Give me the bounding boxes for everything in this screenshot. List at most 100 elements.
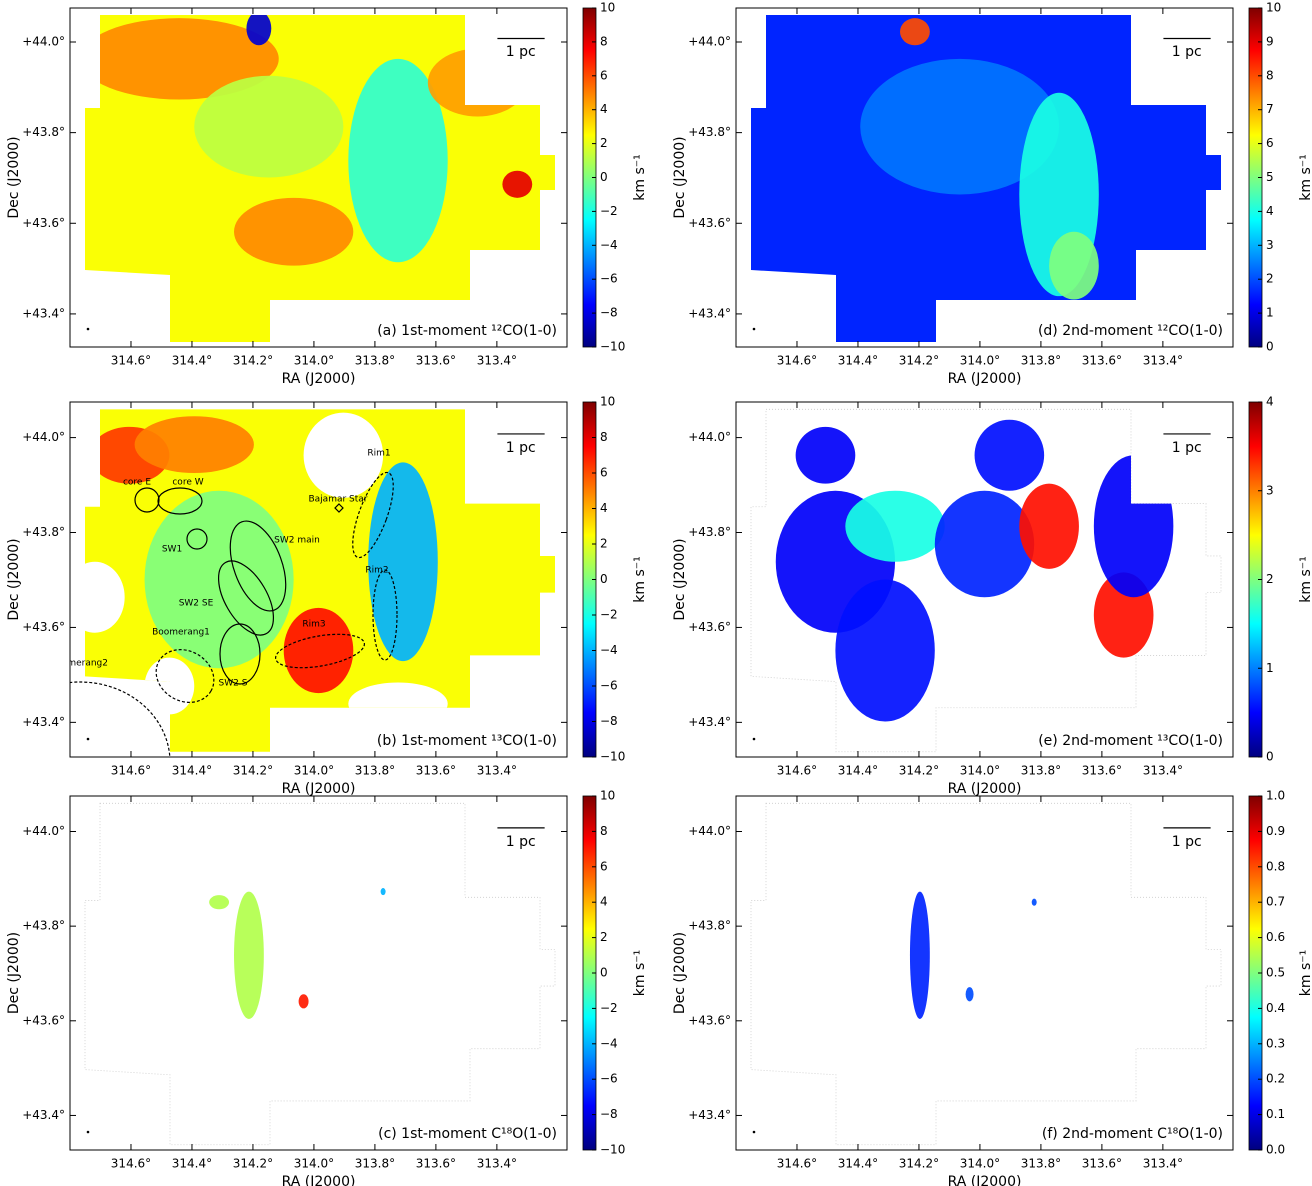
x-tick-label: 313.8° — [355, 1157, 395, 1171]
region-outline — [70, 681, 171, 757]
y-tick-label: +43.4° — [688, 715, 731, 729]
map-region — [298, 994, 309, 1009]
axes-frame — [735, 7, 1234, 348]
map-region — [85, 561, 125, 633]
y-axis-label: Dec (J2000) — [672, 932, 688, 1014]
map-region — [860, 58, 1060, 195]
region-label: SW2 S — [219, 679, 248, 689]
panel-title: (d) 2nd-moment ¹²CO(1-0) — [1038, 323, 1223, 339]
region-label: Rim3 — [302, 620, 325, 630]
colorbar-label: km s⁻¹ — [1298, 950, 1312, 997]
y-tick-label: +44.0° — [688, 824, 731, 838]
map — [751, 15, 1221, 342]
region-outline — [229, 520, 287, 612]
map-region — [348, 58, 448, 263]
y-tick-label: +44.0° — [22, 430, 65, 444]
beam — [86, 737, 90, 741]
panel-title: (e) 2nd-moment ¹³CO(1-0) — [1038, 733, 1223, 749]
y-axis-label: Dec (J2000) — [6, 932, 22, 1014]
x-tick-label: 314.4° — [838, 1157, 878, 1171]
x-tick-label: 314.4° — [838, 764, 878, 778]
scalebar-label: 1 pc — [506, 44, 536, 60]
colorbar-tick-label: −6 — [600, 679, 618, 693]
x-tick-label: 314.6° — [777, 354, 817, 368]
colorbar-tick-label: 1.0 — [1266, 789, 1285, 803]
x-tick-label: 314.6° — [111, 1157, 151, 1171]
x-tick-label: 313.6° — [416, 1157, 456, 1171]
colorbar-tick-label: 8 — [600, 824, 608, 838]
region-label: SW2 SE — [179, 599, 214, 609]
colorbar-tick-label: 8 — [600, 34, 608, 48]
x-tick-label: 313.4° — [477, 1157, 517, 1171]
x-tick-label: 313.8° — [355, 764, 395, 778]
region-label: core W — [172, 478, 203, 488]
colorbar-tick-label: 0.0 — [1266, 1143, 1285, 1157]
y-tick-label: +43.8° — [688, 125, 731, 139]
colorbar-tick-label: −10 — [600, 340, 625, 354]
colorbar-tick-label: −2 — [600, 204, 618, 218]
x-axis-label: RA (J2000) — [282, 781, 356, 797]
colorbar-tick-label: 2 — [600, 136, 608, 150]
x-tick-label: 314.4° — [172, 354, 212, 368]
x-tick-label: 314.0° — [294, 764, 334, 778]
map-region — [368, 462, 438, 662]
colorbar-tick-label: 4 — [600, 501, 608, 515]
x-tick-label: 313.8° — [1021, 354, 1061, 368]
x-tick-label: 314.6° — [777, 1157, 817, 1171]
colorbar-tick-label: 1 — [1266, 661, 1274, 675]
map-region — [134, 416, 254, 473]
colorbar-tick-label: 4 — [600, 102, 608, 116]
colorbar-tick-label: 3 — [1266, 238, 1274, 252]
region-outline — [186, 528, 208, 550]
map-footprint — [84, 802, 556, 1146]
y-tick-label: +43.6° — [688, 1013, 731, 1027]
region-outline — [275, 633, 365, 669]
colorbar-label: km s⁻¹ — [1298, 556, 1312, 603]
region-label: Boomerang1 — [152, 628, 210, 638]
map-region — [348, 682, 448, 726]
colorbar-tick-label: 0.3 — [1266, 1036, 1285, 1050]
map-region — [965, 987, 974, 1002]
colorbar-tick-label: 6 — [1266, 136, 1274, 150]
map-region — [1031, 898, 1037, 906]
colorbar-tick-label: −2 — [600, 608, 618, 622]
x-tick-label: 314.4° — [172, 764, 212, 778]
colorbar-tick-label: 6 — [600, 859, 608, 873]
colorbar-tick-label: −8 — [600, 306, 618, 320]
x-tick-label: 313.4° — [1143, 1157, 1183, 1171]
colorbar-tick-label: 10 — [600, 395, 615, 409]
colorbar-tick-label: 8 — [1266, 68, 1274, 82]
region-label: Boomerang2 — [50, 659, 108, 669]
map-blobs — [775, 419, 1174, 722]
map-blobs — [860, 18, 1099, 300]
map-region — [835, 579, 935, 722]
map-region — [502, 170, 533, 198]
colorbar-tick-label: −10 — [600, 1143, 625, 1157]
map-region — [900, 18, 930, 46]
x-tick-label: 313.4° — [477, 764, 517, 778]
x-tick-label: 314.2° — [899, 1157, 939, 1171]
map-region — [909, 891, 930, 1020]
x-tick-label: 314.0° — [960, 354, 1000, 368]
colorbar-tick-label: −4 — [600, 643, 618, 657]
y-tick-label: +43.6° — [688, 620, 731, 634]
axes-frame — [69, 795, 568, 1151]
y-tick-label: +43.6° — [22, 620, 65, 634]
region-outline — [372, 569, 398, 661]
beam — [752, 737, 756, 741]
x-tick-label: 314.4° — [838, 354, 878, 368]
y-tick-label: +43.6° — [688, 216, 731, 230]
beam — [752, 1130, 756, 1134]
y-tick-label: +43.4° — [22, 715, 65, 729]
x-tick-label: 313.8° — [1021, 764, 1061, 778]
y-tick-label: +43.8° — [22, 525, 65, 539]
axes-frame — [735, 795, 1234, 1151]
map-region — [934, 490, 1035, 598]
colorbar-tick-label: 2 — [1266, 272, 1274, 286]
colorbar-tick-label: 0.8 — [1266, 859, 1285, 873]
y-axis-label: Dec (J2000) — [672, 136, 688, 218]
x-tick-label: 314.0° — [960, 764, 1000, 778]
map — [750, 802, 1222, 1146]
y-tick-label: +43.8° — [688, 525, 731, 539]
